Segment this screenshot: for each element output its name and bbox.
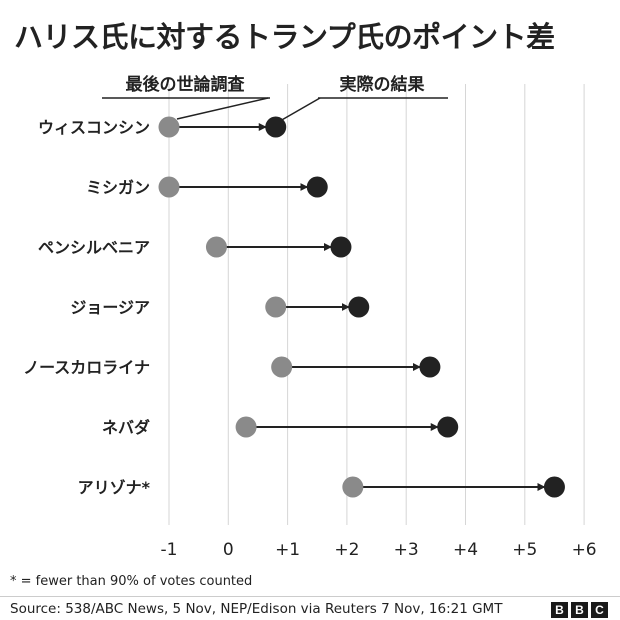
result-dot [419,356,441,378]
state-label: ウィスコンシン [38,118,150,137]
legend-poll-label: 最後の世論調査 [126,74,246,95]
result-dot [330,236,352,258]
x-tick-label: +4 [453,540,478,560]
state-label: ネバダ [102,418,150,437]
x-tick-label: -1 [161,540,178,560]
chart-title: ハリス氏に対するトランプ氏のポイント差 [14,20,555,54]
bbc-logo-letter: C [591,602,608,618]
poll-dot [235,416,257,438]
legend-result-label: 実際の結果 [340,74,425,95]
result-dot [437,416,459,438]
state-label: ミシガン [86,178,150,197]
poll-dot [342,476,364,498]
poll-dot [205,236,227,258]
state-label: ジョージア [70,298,150,317]
poll-dot [158,116,180,138]
legend-result-leader [281,97,321,121]
poll-dot [271,356,293,378]
legend-poll-leader [176,97,269,120]
x-tick-label: +1 [275,540,300,560]
result-dot [348,296,370,318]
poll-dot [265,296,287,318]
state-label: ノースカロライナ [23,358,150,377]
footer-divider [0,596,620,597]
x-tick-label: +2 [334,540,359,560]
state-label: アリゾナ* [78,478,151,497]
source-note: Source: 538/ABC News, 5 Nov, NEP/Edison … [10,601,503,617]
poll-dot [158,176,180,198]
footnote: * = fewer than 90% of votes counted [10,574,253,589]
bbc-logo-letter: B [571,602,588,618]
x-tick-label: +5 [512,540,537,560]
result-dot [543,476,565,498]
bbc-logo: B B C [551,602,608,618]
x-tick-label: +3 [394,540,419,560]
result-dot [306,176,328,198]
state-label: ペンシルベニア [38,238,150,257]
x-tick-label: +6 [572,540,597,560]
x-tick-label: 0 [223,540,234,560]
result-dot [265,116,287,138]
bbc-logo-letter: B [551,602,568,618]
